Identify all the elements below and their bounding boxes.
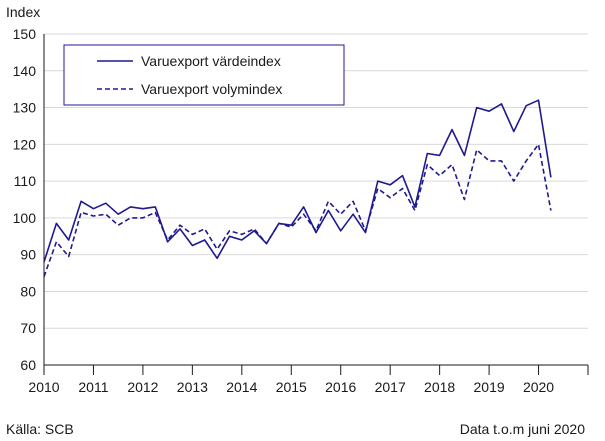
x-tick-label: 2011 xyxy=(78,379,108,395)
x-tick-label: 2015 xyxy=(276,379,307,395)
x-tick-label: 2019 xyxy=(474,379,505,395)
series-line-1 xyxy=(43,99,552,263)
x-tick-label: 2010 xyxy=(28,379,59,395)
legend: Varuexport värdeindex Varuexport volymind… xyxy=(63,44,345,106)
legend-box xyxy=(63,44,345,106)
x-tick-label: 2017 xyxy=(375,379,406,395)
x-tick-label: 2018 xyxy=(424,379,455,395)
y-axis-title: Index xyxy=(6,4,41,20)
source-note: Källa: SCB xyxy=(6,421,74,437)
legend-label-2: Varuexport volymindex xyxy=(141,81,282,97)
y-tick-label: 150 xyxy=(13,26,37,42)
y-tick-label: 80 xyxy=(20,283,36,299)
y-tick-labels: 60 70 80 90 100 110 120 130 140 150 xyxy=(13,26,37,373)
axes xyxy=(43,34,589,375)
x-tick-labels: 2010 2011 2012 2013 2014 2015 2016 2017 2018 2019… xyxy=(28,379,554,395)
y-tick-label: 130 xyxy=(13,100,37,116)
x-tick-label: 2020 xyxy=(523,379,554,395)
y-tick-label: 60 xyxy=(20,357,36,373)
series-line-2 xyxy=(43,143,552,277)
legend-label-1: Varuexport värdeindex xyxy=(141,53,281,69)
gridlines xyxy=(44,33,588,329)
x-tick-label: 2016 xyxy=(325,379,356,395)
y-tick-label: 110 xyxy=(14,173,37,189)
y-tick-label: 100 xyxy=(13,210,37,226)
x-tick-label: 2013 xyxy=(177,379,208,395)
data-note: Data t.o.m juni 2020 xyxy=(459,421,585,437)
x-tick-label: 2012 xyxy=(127,379,158,395)
y-tick-label: 120 xyxy=(13,136,37,152)
y-tick-label: 140 xyxy=(13,63,37,79)
x-tick-label: 2014 xyxy=(226,379,257,395)
series-lines xyxy=(43,99,552,277)
y-tick-label: 90 xyxy=(20,247,36,263)
y-tick-label: 70 xyxy=(20,320,36,336)
